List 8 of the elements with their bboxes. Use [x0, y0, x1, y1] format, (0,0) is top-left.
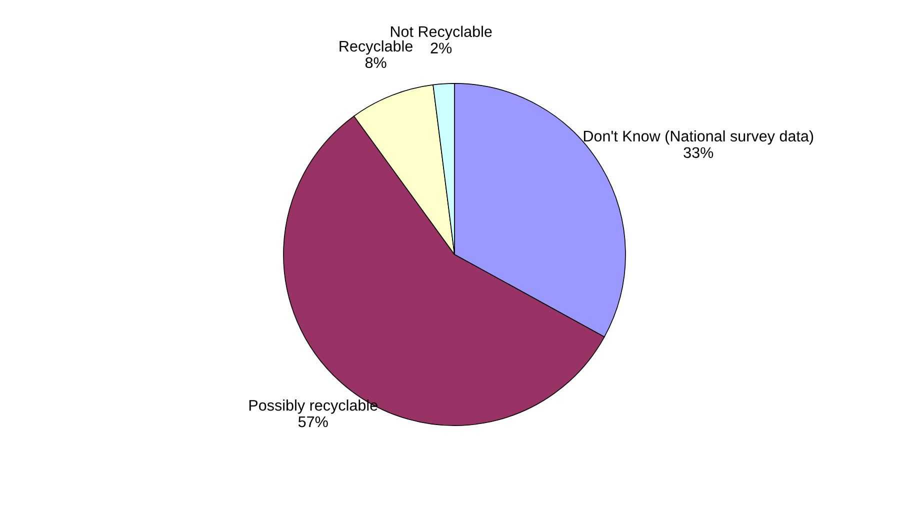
slice-label: Not Recyclable	[390, 26, 492, 40]
data-label: 2%	[430, 42, 452, 54]
slice-label: Possibly recyclable	[249, 400, 378, 414]
data-label: 8%	[365, 57, 386, 68]
data-label: 33%	[684, 147, 714, 158]
data-label: 57%	[298, 416, 328, 428]
slice-label: Recyclable	[340, 40, 412, 55]
slice-label: Don't Know (National survey data)	[584, 130, 814, 145]
